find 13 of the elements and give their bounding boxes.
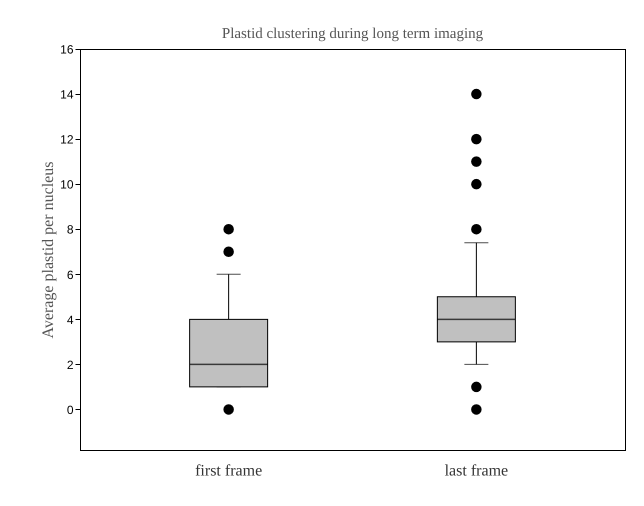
y-tick-label: 2 [66,358,74,372]
y-axis-title: Average plastid per nucleus [40,162,58,338]
y-tick-label: 0 [66,402,74,417]
x-tick-label: last frame [444,462,508,480]
chart-title: Plastid clustering during long term imaging [222,26,484,42]
y-tick-label: 16 [60,42,74,56]
y-tick-label: 10 [60,178,74,192]
y-tick-label: 6 [66,268,74,282]
y-tick-label: 8 [66,222,74,237]
y-tick-label: 12 [60,132,74,147]
y-tick-label: 14 [60,88,74,102]
x-tick-label: first frame [195,462,262,480]
y-tick-label: 4 [66,312,74,327]
